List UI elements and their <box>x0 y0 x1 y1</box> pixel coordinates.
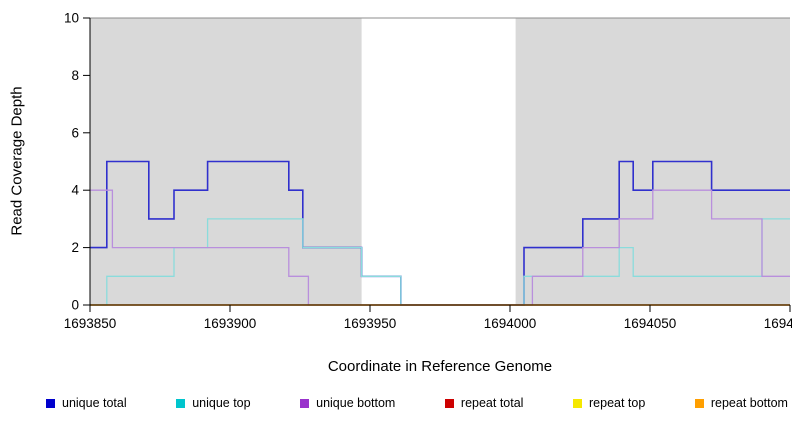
legend-swatch-icon <box>176 398 186 408</box>
y-tick-label: 2 <box>71 240 79 255</box>
legend-label: unique total <box>62 396 127 410</box>
legend-label: repeat bottom <box>710 396 788 410</box>
legend-label: repeat top <box>589 396 646 410</box>
y-tick-label: 6 <box>71 125 79 140</box>
x-tick-label: 1693900 <box>204 316 257 331</box>
legend-swatch-icon <box>444 398 454 408</box>
legend-item-unique-bottom: unique bottom <box>300 396 395 410</box>
legend-swatch-icon <box>694 398 704 408</box>
x-tick-label: 1693850 <box>64 316 117 331</box>
x-axis-title: Coordinate in Reference Genome <box>327 358 553 375</box>
legend-swatch-icon <box>46 398 55 408</box>
legend-item-repeat-top: repeat top <box>573 396 645 410</box>
legend-item-repeat-bottom: repeat bottom <box>694 396 788 410</box>
legend-swatch-icon <box>573 398 582 408</box>
legend-item-unique-total: unique total <box>46 396 127 410</box>
legend-item-repeat-total: repeat total <box>444 396 524 410</box>
y-tick-label: 4 <box>71 183 79 198</box>
y-tick-label: 0 <box>71 298 79 313</box>
legend-label: unique top <box>192 396 251 410</box>
legend-item-unique-top: unique top <box>176 396 251 410</box>
legend: unique total unique top unique bottom repea… <box>46 396 788 410</box>
series-unique-top <box>90 218 790 306</box>
legend-label: unique bottom <box>316 396 396 410</box>
y-axis-title: Read Coverage Depth <box>8 86 26 236</box>
y-tick-label: 10 <box>64 11 79 26</box>
x-tick-label: 1694100 <box>764 316 792 331</box>
x-tick-label: 1694000 <box>484 316 537 331</box>
series-unique-bottom <box>90 189 790 306</box>
x-tick-label: 1693950 <box>344 316 397 331</box>
legend-label: repeat total <box>460 396 524 410</box>
y-tick-label: 8 <box>71 68 79 83</box>
x-tick-label: 1694050 <box>624 316 677 331</box>
legend-swatch-icon <box>300 398 310 408</box>
